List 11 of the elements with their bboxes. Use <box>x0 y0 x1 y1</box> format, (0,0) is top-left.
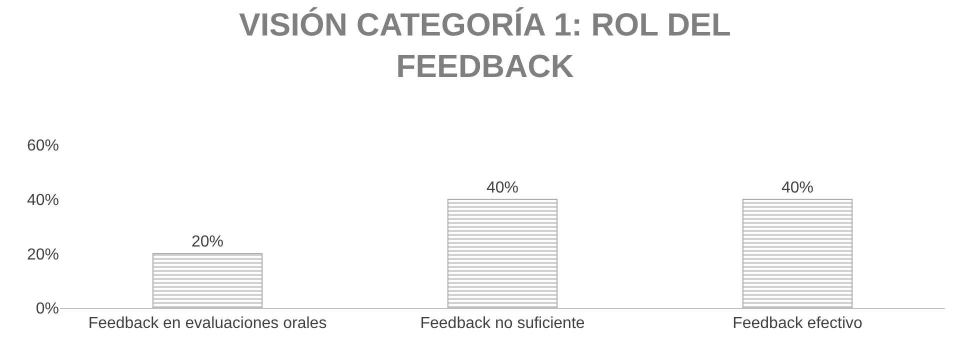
data-label: 40% <box>781 179 814 196</box>
x-tick-label: Feedback no suficiente <box>420 315 585 332</box>
x-tick-label: Feedback en evaluaciones orales <box>88 315 327 332</box>
x-tick-label: Feedback efectivo <box>732 315 863 332</box>
data-label: 20% <box>191 234 224 251</box>
y-tick-label: 0% <box>36 300 59 318</box>
y-tick-label: 40% <box>26 192 59 209</box>
y-tick-label: 20% <box>26 246 59 264</box>
y-tick-label: 60% <box>26 138 59 155</box>
chart-title: VISIÓN CATEGORÍA 1: ROL DEL FEEDBACK <box>239 6 731 84</box>
data-label: 40% <box>486 179 519 196</box>
